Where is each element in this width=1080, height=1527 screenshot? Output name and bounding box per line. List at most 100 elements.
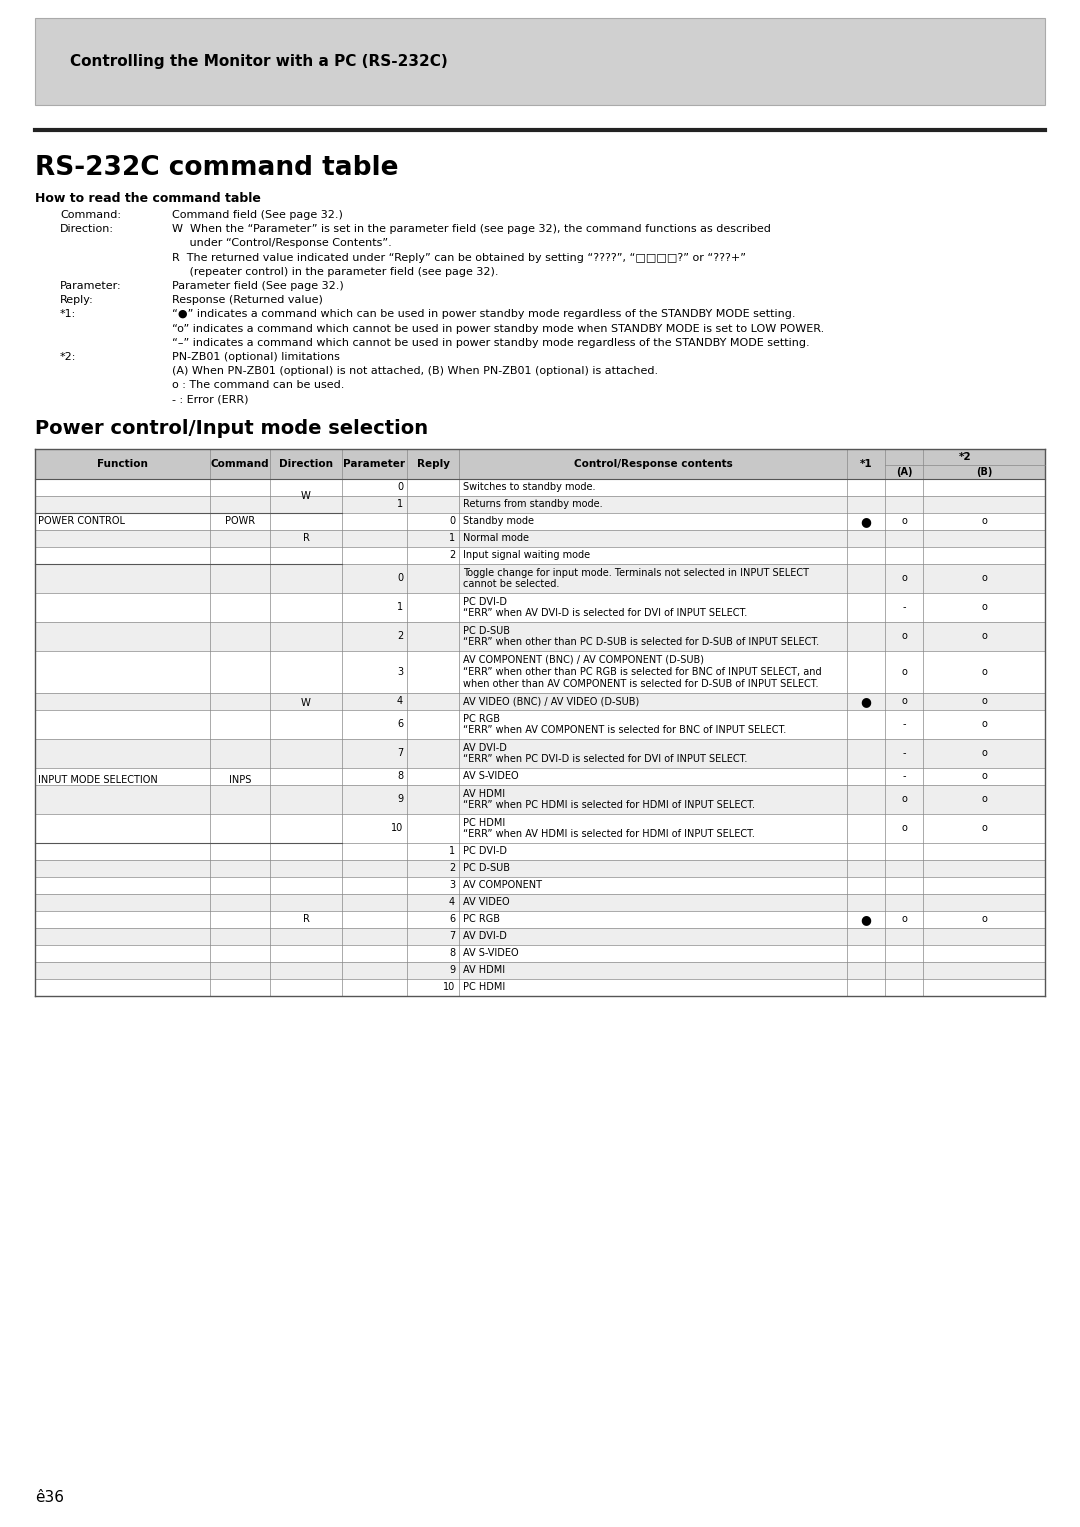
Text: PC D-SUB: PC D-SUB xyxy=(463,626,510,635)
Text: 1: 1 xyxy=(449,846,455,857)
Text: - : Error (ERR): - : Error (ERR) xyxy=(172,394,248,405)
Bar xyxy=(35,739,1045,768)
Text: -: - xyxy=(902,719,906,730)
Text: How to read the command table: How to read the command table xyxy=(35,192,261,205)
Text: -: - xyxy=(902,602,906,612)
Bar xyxy=(35,563,1045,592)
Text: o: o xyxy=(901,667,907,676)
Text: 7: 7 xyxy=(449,931,455,941)
Text: o: o xyxy=(981,667,987,676)
Text: (A) When PN-ZB01 (optional) is not attached, (B) When PN-ZB01 (optional) is atta: (A) When PN-ZB01 (optional) is not attac… xyxy=(172,366,658,376)
Text: o: o xyxy=(981,915,987,924)
Text: AV DVI-D: AV DVI-D xyxy=(463,931,507,941)
Text: o: o xyxy=(901,794,907,805)
Text: o: o xyxy=(981,771,987,782)
Text: o: o xyxy=(981,823,987,834)
Text: W: W xyxy=(301,490,311,501)
Text: 1: 1 xyxy=(396,602,403,612)
Text: -: - xyxy=(902,771,906,782)
Text: Direction:: Direction: xyxy=(60,224,114,234)
Text: AV S-VIDEO: AV S-VIDEO xyxy=(463,771,518,782)
Text: Direction: Direction xyxy=(279,458,333,469)
Text: -: - xyxy=(902,748,906,759)
Text: Command: Command xyxy=(211,458,269,469)
Text: o: o xyxy=(901,823,907,834)
Text: Reply: Reply xyxy=(417,458,449,469)
Text: INPS: INPS xyxy=(229,774,252,785)
Text: ●: ● xyxy=(861,695,872,709)
Text: PN-ZB01 (optional) limitations: PN-ZB01 (optional) limitations xyxy=(172,353,340,362)
Bar xyxy=(35,18,1045,105)
Text: Switches to standby mode.: Switches to standby mode. xyxy=(463,483,595,492)
Text: Input signal waiting mode: Input signal waiting mode xyxy=(463,550,590,560)
Text: PC DVI-D: PC DVI-D xyxy=(463,846,507,857)
Text: Returns from standby mode.: Returns from standby mode. xyxy=(463,499,603,510)
Text: Control/Response contents: Control/Response contents xyxy=(573,458,732,469)
Text: 6: 6 xyxy=(449,915,455,924)
Text: o: o xyxy=(981,748,987,759)
Text: o: o xyxy=(901,631,907,641)
Text: Power control/Input mode selection: Power control/Input mode selection xyxy=(35,418,428,438)
Text: 3: 3 xyxy=(449,880,455,890)
Text: Command field (See page 32.): Command field (See page 32.) xyxy=(172,211,342,220)
Text: Function: Function xyxy=(97,458,148,469)
Text: 10: 10 xyxy=(443,982,455,993)
Text: 1: 1 xyxy=(449,533,455,544)
Text: Controlling the Monitor with a PC (RS-232C): Controlling the Monitor with a PC (RS-23… xyxy=(70,53,448,69)
Text: INPUT MODE SELECTION: INPUT MODE SELECTION xyxy=(38,774,158,785)
Text: Normal mode: Normal mode xyxy=(463,533,529,544)
Text: Parameter:: Parameter: xyxy=(60,281,122,292)
Text: 2: 2 xyxy=(449,550,455,560)
Text: R: R xyxy=(302,533,310,544)
Text: cannot be selected.: cannot be selected. xyxy=(463,579,559,589)
Text: Parameter: Parameter xyxy=(343,458,405,469)
Bar xyxy=(35,860,1045,876)
Text: Parameter field (See page 32.): Parameter field (See page 32.) xyxy=(172,281,343,292)
Text: “ERR” when AV COMPONENT is selected for BNC of INPUT SELECT.: “ERR” when AV COMPONENT is selected for … xyxy=(463,725,786,736)
Text: “●” indicates a command which can be used in power standby mode regardless of th: “●” indicates a command which can be use… xyxy=(172,310,796,319)
Text: Command:: Command: xyxy=(60,211,121,220)
Text: POWER CONTROL: POWER CONTROL xyxy=(38,516,125,527)
Text: AV VIDEO: AV VIDEO xyxy=(463,898,510,907)
Text: ●: ● xyxy=(861,515,872,528)
Text: R  The returned value indicated under “Reply” can be obtained by setting “????”,: R The returned value indicated under “Re… xyxy=(172,252,746,263)
Text: Response (Returned value): Response (Returned value) xyxy=(172,295,323,305)
Text: 10: 10 xyxy=(391,823,403,834)
Text: “ERR” when other than PC RGB is selected for BNC of INPUT SELECT, and: “ERR” when other than PC RGB is selected… xyxy=(463,667,822,676)
Text: o: o xyxy=(981,573,987,583)
Text: o: o xyxy=(981,696,987,707)
Text: Toggle change for input mode. Terminals not selected in INPUT SELECT: Toggle change for input mode. Terminals … xyxy=(463,568,809,577)
Text: o : The command can be used.: o : The command can be used. xyxy=(172,380,345,391)
Bar xyxy=(35,621,1045,651)
Text: o: o xyxy=(901,516,907,527)
Bar xyxy=(35,928,1045,945)
Text: W  When the “Parameter” is set in the parameter field (see page 32), the command: W When the “Parameter” is set in the par… xyxy=(172,224,771,234)
Text: 0: 0 xyxy=(396,483,403,492)
Text: 2: 2 xyxy=(449,863,455,873)
Bar xyxy=(35,496,1045,513)
Text: AV VIDEO (BNC) / AV VIDEO (D-SUB): AV VIDEO (BNC) / AV VIDEO (D-SUB) xyxy=(463,696,639,707)
Text: “ERR” when AV HDMI is selected for HDMI of INPUT SELECT.: “ERR” when AV HDMI is selected for HDMI … xyxy=(463,829,755,840)
Text: PC RGB: PC RGB xyxy=(463,915,500,924)
Text: R: R xyxy=(302,915,310,924)
Text: 4: 4 xyxy=(396,696,403,707)
Text: 1: 1 xyxy=(396,499,403,510)
Text: o: o xyxy=(981,516,987,527)
Text: o: o xyxy=(901,573,907,583)
Text: o: o xyxy=(981,719,987,730)
Text: “ERR” when PC HDMI is selected for HDMI of INPUT SELECT.: “ERR” when PC HDMI is selected for HDMI … xyxy=(463,800,755,811)
Text: AV COMPONENT (BNC) / AV COMPONENT (D-SUB): AV COMPONENT (BNC) / AV COMPONENT (D-SUB… xyxy=(463,655,704,664)
Bar xyxy=(35,693,1045,710)
Text: Reply:: Reply: xyxy=(60,295,94,305)
Text: (A): (A) xyxy=(895,467,913,476)
Text: *2:: *2: xyxy=(60,353,77,362)
Text: o: o xyxy=(901,696,907,707)
Text: “o” indicates a command which cannot be used in power standby mode when STANDBY : “o” indicates a command which cannot be … xyxy=(172,324,824,333)
Text: *1: *1 xyxy=(860,458,873,469)
Text: AV HDMI: AV HDMI xyxy=(463,965,505,976)
Text: 8: 8 xyxy=(396,771,403,782)
Text: 0: 0 xyxy=(396,573,403,583)
Text: RS-232C command table: RS-232C command table xyxy=(35,156,399,182)
Bar xyxy=(35,449,1045,479)
Text: (repeater control) in the parameter field (see page 32).: (repeater control) in the parameter fiel… xyxy=(172,267,499,276)
